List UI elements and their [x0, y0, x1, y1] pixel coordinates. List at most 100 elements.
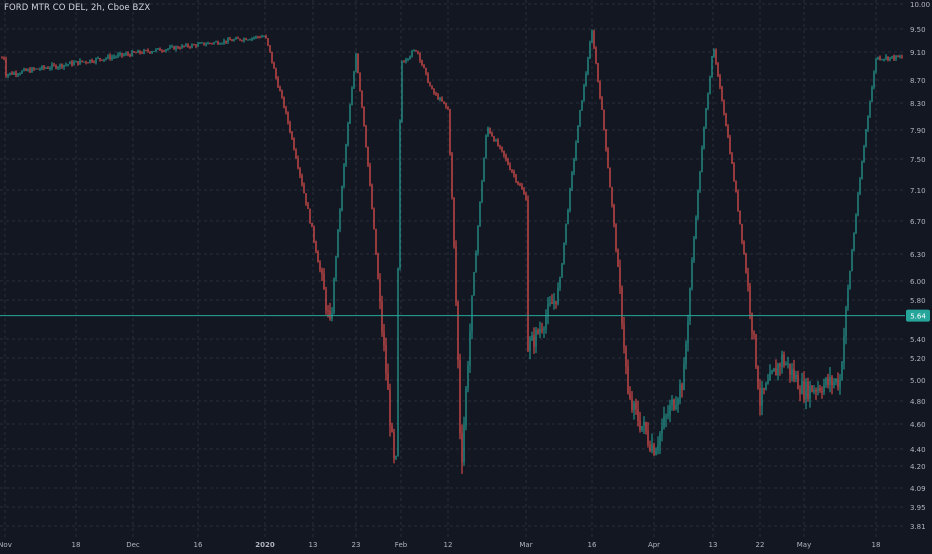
candle-body — [717, 63, 719, 76]
candle-body — [91, 59, 93, 63]
candle-body — [59, 64, 61, 68]
candle-body — [475, 252, 477, 273]
candle-body — [333, 278, 335, 314]
candle-body — [37, 68, 39, 70]
candle-body — [681, 384, 683, 391]
candle-body — [83, 61, 85, 63]
candle-body — [207, 42, 209, 45]
candle-body — [225, 40, 227, 43]
candle-body — [389, 389, 391, 426]
candle-body — [17, 74, 19, 76]
candle-body — [617, 249, 619, 267]
candle-body — [839, 379, 841, 388]
candle-body — [635, 402, 637, 410]
y-tick-label: 4.09 — [910, 485, 926, 493]
candle-body — [797, 375, 799, 390]
candle-body — [457, 302, 459, 361]
candle-body — [441, 98, 443, 102]
candle-body — [223, 40, 225, 44]
candle-body — [367, 146, 369, 166]
candle-body — [451, 154, 453, 198]
candle-body — [507, 159, 509, 165]
candle-body — [93, 62, 95, 64]
candle-body — [639, 421, 641, 430]
candle-body — [379, 278, 381, 302]
candle-body — [755, 334, 757, 368]
candle-body — [35, 68, 37, 70]
x-tick-label: Mar — [519, 541, 532, 549]
candle-body — [643, 422, 645, 427]
candle-body — [113, 56, 115, 58]
y-tick-label: 4.20 — [910, 463, 926, 471]
candle-body — [555, 300, 557, 304]
candle-body — [719, 75, 721, 88]
candle-body — [135, 52, 137, 54]
candle-body — [127, 53, 129, 55]
candle-body — [375, 228, 377, 255]
candle-body — [97, 58, 99, 60]
candle-body — [467, 365, 469, 389]
y-tick-label: 5.20 — [910, 355, 926, 363]
candle-body — [403, 61, 405, 63]
candle-body — [577, 125, 579, 143]
candle-body — [479, 201, 481, 226]
candle-body — [831, 376, 833, 385]
candle-body — [227, 38, 229, 43]
y-tick-label: 6.00 — [910, 278, 926, 286]
candle-body — [21, 70, 23, 74]
candle-body — [405, 59, 407, 62]
candle-body — [27, 69, 29, 71]
candle-body — [255, 36, 257, 38]
candle-body — [421, 60, 423, 65]
candle-body — [231, 40, 233, 42]
candle-body — [429, 82, 431, 86]
candle-body — [277, 78, 279, 88]
candle-body — [209, 42, 211, 44]
candle-body — [847, 288, 849, 308]
candle-body — [393, 431, 395, 459]
candle-body — [203, 42, 205, 45]
candle-body — [281, 91, 283, 98]
candle-body — [73, 62, 75, 66]
candle-body — [415, 50, 417, 52]
candle-body — [195, 44, 197, 47]
candle-body — [411, 50, 413, 57]
candle-body — [431, 85, 433, 90]
candle-body — [665, 415, 667, 417]
candle-body — [495, 139, 497, 142]
candle-body — [781, 354, 783, 367]
candle-body — [705, 108, 707, 128]
x-tick-label: Nov — [0, 541, 12, 549]
candle-body — [427, 73, 429, 83]
candle-body — [727, 126, 729, 138]
candle-body — [521, 185, 523, 190]
candle-body — [23, 68, 25, 71]
candle-body — [343, 164, 345, 187]
candle-body — [147, 50, 149, 52]
candle-body — [401, 61, 403, 122]
candle-body — [815, 389, 817, 392]
candle-body — [167, 48, 169, 50]
y-tick-label: 3.95 — [910, 504, 926, 512]
candle-body — [539, 329, 541, 333]
candle-body — [733, 163, 735, 181]
candle-body — [459, 360, 461, 434]
candle-body — [235, 37, 237, 40]
candle-body — [105, 58, 107, 60]
candle-body — [189, 46, 191, 48]
candle-body — [293, 138, 295, 150]
candle-body — [819, 388, 821, 392]
candle-body — [699, 172, 701, 192]
candle-body — [559, 277, 561, 288]
candle-body — [87, 62, 89, 64]
candle-body — [849, 271, 851, 289]
candle-body — [471, 295, 473, 332]
candle-body — [873, 72, 875, 88]
candle-body — [569, 188, 571, 211]
candle-body — [371, 185, 373, 209]
candle-body — [561, 263, 563, 278]
candle-body — [161, 50, 163, 52]
